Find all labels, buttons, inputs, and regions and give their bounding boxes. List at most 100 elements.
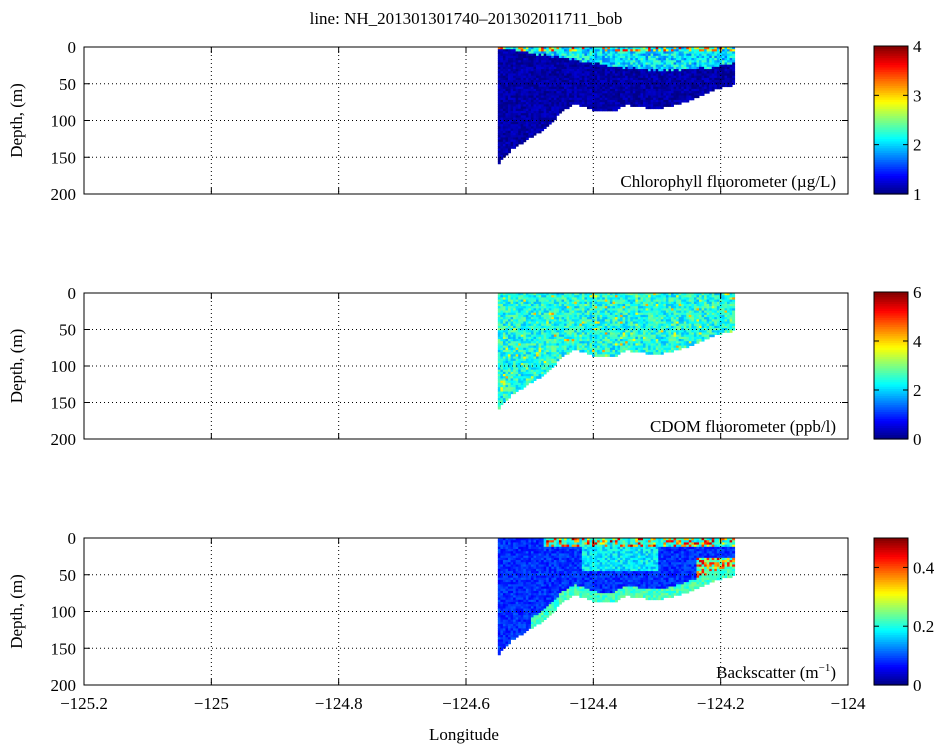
heatmap-cell — [520, 297, 524, 300]
heatmap-cell — [622, 86, 626, 90]
heatmap-cell — [622, 58, 626, 61]
heatmap-cell — [658, 71, 662, 74]
heatmap-cell — [640, 328, 644, 331]
heatmap-cell — [508, 93, 511, 96]
heatmap-cell — [525, 102, 529, 105]
heatmap-cell — [683, 95, 687, 99]
heatmap-cell — [686, 73, 690, 77]
heatmap-cell — [660, 95, 664, 99]
heatmap-cell — [681, 95, 685, 99]
heatmap-cell — [500, 398, 504, 401]
heatmap-cell — [528, 380, 532, 384]
heatmap-cell — [536, 295, 539, 298]
heatmap-cell — [620, 58, 624, 61]
heatmap-cell — [594, 310, 598, 314]
heatmap-cell — [609, 352, 613, 355]
heatmap-cell — [553, 108, 557, 112]
heatmap-cell — [525, 369, 529, 373]
heatmap-cell — [497, 157, 501, 160]
heatmap-cell — [566, 97, 570, 101]
heatmap-cell — [602, 97, 606, 101]
heatmap-cell — [515, 139, 519, 143]
heatmap-cell — [520, 349, 524, 353]
heatmap-cell — [556, 99, 560, 103]
heatmap-cell — [676, 49, 680, 52]
heatmap-cell — [711, 64, 715, 68]
heatmap-cell — [538, 332, 542, 336]
heatmap-cell — [566, 330, 570, 333]
heatmap-cell — [510, 345, 514, 349]
heatmap-cell — [622, 306, 626, 309]
heatmap-cell — [523, 374, 527, 377]
heatmap-cell — [609, 84, 613, 88]
heatmap-cell — [525, 86, 529, 90]
heatmap-cell — [566, 334, 570, 338]
heatmap-cell — [513, 384, 517, 388]
heatmap-cell — [530, 312, 534, 316]
heatmap-cell — [528, 86, 532, 90]
heatmap-cell — [561, 62, 565, 66]
heatmap-cell — [505, 117, 509, 121]
heatmap-cell — [658, 84, 662, 88]
heatmap-cell — [515, 330, 519, 333]
heatmap-cell — [543, 126, 547, 129]
heatmap-cell — [658, 306, 662, 309]
heatmap-cell — [530, 338, 534, 342]
heatmap-cell — [530, 77, 534, 81]
heatmap-cell — [632, 84, 636, 88]
heatmap-cell — [558, 80, 562, 83]
heatmap-cell — [617, 91, 621, 94]
heatmap-cell — [612, 301, 616, 305]
heatmap-cell — [546, 347, 550, 351]
heatmap-cell — [505, 369, 509, 373]
heatmap-cell — [716, 58, 720, 61]
heatmap-cell — [530, 365, 534, 368]
heatmap-cell — [668, 86, 672, 90]
heatmap-cell — [513, 82, 517, 85]
heatmap-cell — [620, 64, 624, 68]
heatmap-cell — [617, 49, 621, 52]
heatmap-cell — [525, 60, 529, 63]
heatmap-cell — [658, 295, 662, 298]
heatmap-cell — [571, 312, 575, 316]
heatmap-cell — [602, 86, 606, 90]
heatmap-cell — [604, 77, 608, 81]
heatmap-cell — [627, 62, 631, 66]
heatmap-cell — [566, 58, 570, 61]
heatmap-cell — [500, 395, 504, 399]
heatmap-cell — [530, 88, 534, 92]
heatmap-cell — [732, 77, 736, 81]
heatmap-cell — [650, 58, 654, 61]
heatmap-cell — [630, 55, 634, 59]
heatmap-cell — [645, 325, 649, 329]
heatmap-cell — [533, 75, 537, 79]
heatmap-cell — [510, 338, 514, 342]
heatmap-cell — [576, 347, 580, 351]
heatmap-cell — [571, 299, 575, 303]
heatmap-cell — [543, 349, 547, 353]
heatmap-cell — [564, 93, 567, 96]
heatmap-cell — [530, 128, 534, 132]
heatmap-cell — [533, 49, 537, 52]
heatmap-cell — [566, 47, 570, 50]
heatmap-cell — [704, 51, 708, 55]
heatmap-cell — [513, 332, 517, 336]
heatmap-cell — [597, 108, 601, 112]
heatmap-cell — [617, 299, 621, 303]
heatmap-cell — [538, 104, 542, 107]
heatmap-cell — [536, 325, 539, 329]
heatmap-cell — [520, 367, 524, 371]
heatmap-cell — [640, 64, 644, 68]
heatmap-cell — [553, 58, 557, 61]
heatmap-cell — [584, 334, 588, 338]
heatmap-cell — [607, 102, 611, 105]
heatmap-cell — [564, 84, 567, 88]
heatmap-cell — [551, 97, 555, 101]
heatmap-cell — [668, 62, 672, 66]
heatmap-cell — [640, 86, 644, 90]
heatmap-cell — [625, 299, 629, 303]
heatmap-cell — [523, 341, 527, 344]
heatmap-cell — [556, 293, 560, 296]
heatmap-cell — [520, 371, 524, 375]
heatmap-cell — [523, 139, 527, 143]
